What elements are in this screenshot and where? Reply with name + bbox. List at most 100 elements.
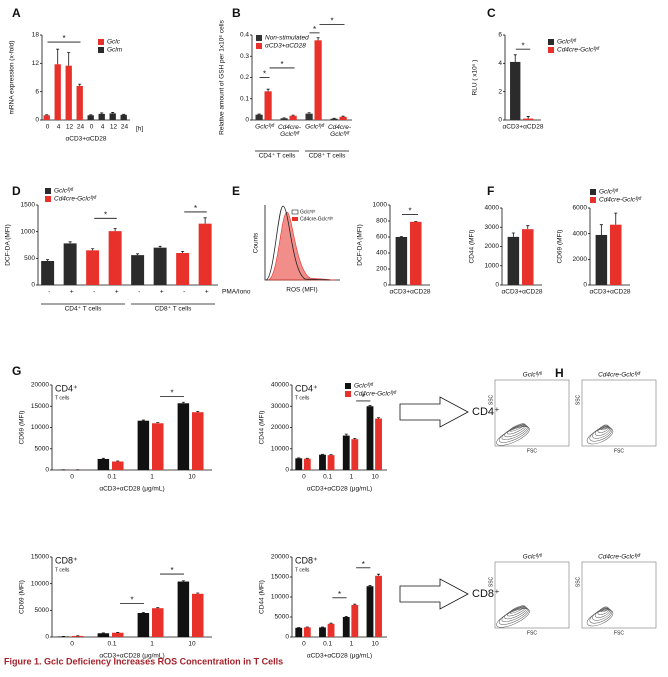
line: Cd4cre- [278, 124, 302, 131]
bar [342, 435, 350, 470]
significance-label: * [521, 41, 524, 50]
legend-label: Cd4cre-Gclcᶠˡ/ᶠˡ [557, 47, 600, 54]
bar [109, 113, 116, 120]
panel-letter: D [12, 184, 21, 198]
bar [108, 231, 122, 285]
bar [327, 623, 335, 637]
y-tick-label: 0 [35, 117, 39, 124]
x-tick-label: 24 [121, 124, 129, 131]
bar [152, 608, 164, 637]
chart-title: CD8⁺ [55, 555, 78, 565]
legend-label: Cd4cre-Gclcᶠˡ/ᶠˡ [54, 196, 97, 203]
contour [509, 605, 525, 614]
group-label: CD8⁺ T cells [309, 153, 347, 160]
legend-label: Gclcᶠˡ/ᶠˡ [557, 39, 577, 46]
significance-label: * [104, 210, 107, 219]
y-tick-label: 15000 [271, 574, 289, 581]
bar [137, 420, 150, 470]
error-bar [100, 112, 104, 114]
y-label: CD69 (MFI) [19, 411, 26, 445]
caption: Figure 1. Gclc Deficiency Increases ROS … [4, 656, 283, 666]
y-tick-label: 0.2 [240, 74, 249, 81]
chart: 0 5000 10000 15000 20000 CD69 (MFI) 0 0.1 1 10 αCD… [12, 364, 212, 493]
error-bar [196, 592, 200, 594]
contour [504, 424, 527, 438]
y-tick-label: 0 [383, 282, 387, 289]
x-tick-label: + [160, 289, 164, 296]
error-bar [353, 437, 357, 440]
error-bar [101, 457, 105, 459]
bar [342, 617, 350, 637]
error-bar [181, 401, 185, 404]
bar [351, 439, 359, 470]
x-tick-label: - [183, 289, 185, 296]
arrow [399, 578, 469, 610]
significance-label: * [338, 590, 341, 599]
x-tick-label: 0.1 [323, 641, 332, 648]
y-label: Counts [253, 232, 260, 253]
y-tick-label: 20000 [271, 424, 289, 431]
x-tick-label: 10 [372, 474, 380, 481]
contour [504, 606, 527, 620]
legend-label: Gclcᶠˡ/ᶠˡ [54, 188, 74, 195]
y-tick-label: 1000 [373, 202, 388, 209]
y-tick-label: 15000 [31, 554, 49, 561]
contour [496, 608, 530, 628]
plot-frame [581, 561, 657, 629]
legend-label: Non-stimulated [265, 35, 309, 42]
contour [597, 607, 610, 615]
bar [65, 65, 72, 120]
error-bar [526, 116, 530, 119]
bar [153, 247, 167, 285]
y-label: CD44 (MFI) [259, 411, 266, 445]
x-tick-label: - [48, 289, 50, 296]
bar [305, 113, 313, 120]
plot-frame [494, 561, 570, 629]
x-label: αCD3+αCD28 [66, 136, 107, 143]
significance-label: * [313, 25, 316, 34]
bar [330, 118, 338, 120]
legend-swatch [256, 35, 262, 41]
error-bar [68, 241, 72, 244]
contour [589, 609, 613, 624]
x-label: FSC [527, 630, 537, 636]
y-label: SSC [575, 576, 581, 587]
bar [137, 613, 150, 637]
y-tick-label: 5000 [275, 614, 290, 621]
x-tick-label: 0 [70, 641, 74, 648]
row-label: CD8⁺ [472, 588, 500, 600]
column-label: Cd4cre-Gclcᶠˡ/ᶠˡ [598, 554, 641, 561]
legend-swatch [291, 209, 299, 215]
contour [498, 607, 529, 625]
x-tick-label: 0 [46, 124, 50, 131]
bar [63, 243, 77, 285]
panel-letter: H [555, 366, 564, 380]
bar [280, 118, 288, 120]
x-tick-label: 4 [57, 124, 61, 131]
legend-label: Gclc [107, 39, 121, 46]
bar [177, 581, 190, 637]
y-label: DCF-DA (MFI) [357, 224, 364, 266]
x-tick-label: 10 [372, 641, 380, 648]
error-bar [329, 622, 333, 624]
y-label: SSC [488, 394, 494, 405]
bar [76, 86, 83, 120]
bar [295, 627, 303, 637]
legend-label: Cd4cre-Gclcᶠˡ/ᶠˡ [599, 197, 642, 204]
y-tick-label: 0.3 [240, 53, 249, 60]
panel-letter: G [12, 364, 21, 378]
x-tick-label: 10 [188, 474, 196, 481]
row-label: CD4⁺ [472, 406, 500, 418]
chart-title: CD4⁺ [295, 383, 318, 393]
unit-label: PMA/Iono [222, 289, 251, 296]
legend-label: Gclcᶠˡ/ᶠˡ [300, 209, 315, 215]
error-bar [181, 580, 185, 582]
x-tick-label: Gclcᶠˡ/ᶠˡ [255, 124, 275, 131]
panel-letter: C [487, 6, 496, 20]
x-tick-label: 0.1 [323, 474, 332, 481]
error-bar [116, 460, 120, 462]
y-tick-label: 0.4 [240, 32, 249, 39]
chart-subtitle: T cells [55, 567, 70, 573]
